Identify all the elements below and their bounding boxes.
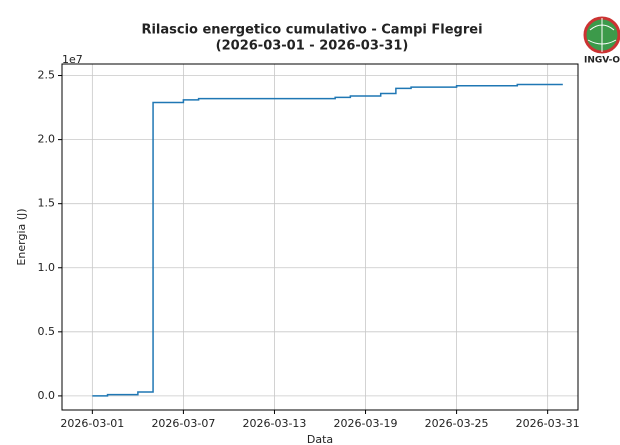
x-axis-label: Data xyxy=(307,433,333,445)
x-tick-label: 2026-03-07 xyxy=(151,417,215,430)
y-axis-label: Energia (J) xyxy=(15,208,28,265)
logo-text: INGV-OV xyxy=(584,56,620,66)
x-tick-label: 2026-03-13 xyxy=(243,417,307,430)
step-line xyxy=(92,83,563,397)
x-tick-label: 2026-03-31 xyxy=(516,417,580,430)
y-offset-text: 1e7 xyxy=(62,53,83,66)
x-tick-label: 2026-03-19 xyxy=(334,417,398,430)
plot-frame xyxy=(61,63,579,411)
logo: INGV-OV xyxy=(583,16,620,66)
y-tick-label: 2.5 xyxy=(38,69,56,82)
x-tick-label: 2026-03-01 xyxy=(60,417,124,430)
chart-title: Rilascio energetico cumulativo - Campi F… xyxy=(141,23,482,38)
y-tick-label: 0.0 xyxy=(38,389,56,402)
y-tick-label: 0.5 xyxy=(38,325,56,338)
x-tick-label: 2026-03-25 xyxy=(425,417,489,430)
y-tick-label: 1.5 xyxy=(38,197,56,210)
y-tick-label: 2.0 xyxy=(38,133,56,146)
logo-lines xyxy=(587,18,617,52)
y-tick-label: 1.0 xyxy=(38,261,56,274)
chart-subtitle: (2026-03-01 - 2026-03-31) xyxy=(216,39,409,54)
